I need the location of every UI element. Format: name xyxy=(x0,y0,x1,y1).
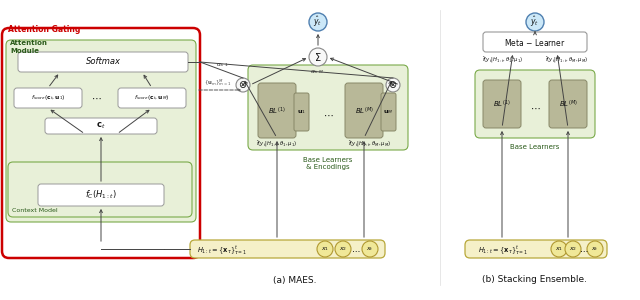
Text: Softmax: Softmax xyxy=(86,58,120,67)
Circle shape xyxy=(309,48,327,66)
FancyBboxPatch shape xyxy=(8,162,192,217)
Text: $\{\mathbf{u}_m\}_{m=1}^M$: $\{\mathbf{u}_m\}_{m=1}^M$ xyxy=(204,78,232,88)
Circle shape xyxy=(309,13,327,31)
Text: $H_{1:t} = \{\mathbf{x}_\tau\}_{\tau=1}^t$: $H_{1:t} = \{\mathbf{x}_\tau\}_{\tau=1}^… xyxy=(197,242,247,256)
FancyBboxPatch shape xyxy=(549,80,587,128)
Circle shape xyxy=(236,78,250,92)
Text: Base Learners: Base Learners xyxy=(510,144,560,150)
FancyBboxPatch shape xyxy=(2,28,200,258)
Text: $BL^{(1)}$: $BL^{(1)}$ xyxy=(493,98,511,110)
Text: $H_{1:t} = \{\mathbf{x}_\tau\}_{\tau=1}^t$: $H_{1:t} = \{\mathbf{x}_\tau\}_{\tau=1}^… xyxy=(478,242,528,256)
Text: Meta $-$ Learner: Meta $-$ Learner xyxy=(504,37,566,47)
FancyBboxPatch shape xyxy=(14,88,82,108)
FancyBboxPatch shape xyxy=(294,93,309,131)
Text: $\hat{y}_t$: $\hat{y}_t$ xyxy=(531,15,540,29)
FancyBboxPatch shape xyxy=(483,80,521,128)
FancyBboxPatch shape xyxy=(483,32,587,52)
Text: Base Learners: Base Learners xyxy=(303,157,353,163)
Circle shape xyxy=(386,78,400,92)
Text: $\hat{f}(y_t|H_{1:t},\theta_1,\mu_1)$: $\hat{f}(y_t|H_{1:t},\theta_1,\mu_1)$ xyxy=(256,139,298,149)
Text: $f_{score}(\mathbf{c}_t, \mathbf{u}_M)$: $f_{score}(\mathbf{c}_t, \mathbf{u}_M)$ xyxy=(134,94,170,103)
Text: Module: Module xyxy=(10,48,39,54)
FancyBboxPatch shape xyxy=(465,240,607,258)
Text: $\alpha_{t,M}$: $\alpha_{t,M}$ xyxy=(310,68,324,76)
Text: $\cdots$: $\cdots$ xyxy=(351,244,361,253)
FancyBboxPatch shape xyxy=(475,70,595,138)
Text: $\hat{f}(y_t|H_{1:t},\theta_M,\mu_M)$: $\hat{f}(y_t|H_{1:t},\theta_M,\mu_M)$ xyxy=(348,139,392,149)
FancyBboxPatch shape xyxy=(258,83,296,138)
Circle shape xyxy=(362,241,378,257)
FancyBboxPatch shape xyxy=(190,240,385,258)
Text: $f_{score}(\mathbf{c}_t, \mathbf{u}_1)$: $f_{score}(\mathbf{c}_t, \mathbf{u}_1)$ xyxy=(31,94,65,103)
FancyBboxPatch shape xyxy=(18,52,188,72)
FancyBboxPatch shape xyxy=(345,83,383,138)
Text: $\Sigma$: $\Sigma$ xyxy=(314,51,322,63)
Circle shape xyxy=(551,241,567,257)
FancyBboxPatch shape xyxy=(38,184,164,206)
Text: $x_2$: $x_2$ xyxy=(569,245,577,253)
Text: $BL^{(M)}$: $BL^{(M)}$ xyxy=(355,105,373,117)
Text: $\hat{f}(y_t|H_{1:t},\theta_M,\mu_M)$: $\hat{f}(y_t|H_{1:t},\theta_M,\mu_M)$ xyxy=(545,55,589,65)
Text: $\mathbf{c}_t$: $\mathbf{c}_t$ xyxy=(96,121,106,131)
Text: $\hat{y}_t$: $\hat{y}_t$ xyxy=(314,15,323,29)
Text: $\otimes$: $\otimes$ xyxy=(388,80,397,91)
Text: $BL^{(1)}$: $BL^{(1)}$ xyxy=(268,105,286,117)
Text: Attention Gating: Attention Gating xyxy=(8,26,81,34)
Circle shape xyxy=(335,241,351,257)
Text: $\hat{f}(y_t|H_{1:t},\theta_1,\mu_1)$: $\hat{f}(y_t|H_{1:t},\theta_1,\mu_1)$ xyxy=(483,55,524,65)
Text: $\cdots$: $\cdots$ xyxy=(91,93,101,103)
Text: $\alpha_{t,1}$: $\alpha_{t,1}$ xyxy=(216,61,228,69)
Text: $x_t$: $x_t$ xyxy=(591,245,599,253)
FancyBboxPatch shape xyxy=(45,118,157,134)
Circle shape xyxy=(526,13,544,31)
Text: (b) Stacking Ensemble.: (b) Stacking Ensemble. xyxy=(483,275,588,284)
FancyBboxPatch shape xyxy=(248,65,408,150)
Text: $f_C(H_{1:t})$: $f_C(H_{1:t})$ xyxy=(85,189,117,201)
Text: $\mathbf{u}_1$: $\mathbf{u}_1$ xyxy=(296,108,305,116)
FancyBboxPatch shape xyxy=(6,40,196,222)
Circle shape xyxy=(587,241,603,257)
Text: Context Model: Context Model xyxy=(12,208,58,212)
Text: $x_t$: $x_t$ xyxy=(366,245,374,253)
Text: $x_1$: $x_1$ xyxy=(321,245,329,253)
Text: & Encodings: & Encodings xyxy=(306,164,350,170)
FancyBboxPatch shape xyxy=(381,93,396,131)
Text: $\cdots$: $\cdots$ xyxy=(323,110,333,120)
Text: (a) MAES.: (a) MAES. xyxy=(273,275,317,284)
Text: $x_1$: $x_1$ xyxy=(555,245,563,253)
Text: $BL^{(M)}$: $BL^{(M)}$ xyxy=(559,98,577,110)
Circle shape xyxy=(317,241,333,257)
Text: $x_2$: $x_2$ xyxy=(339,245,347,253)
Text: $\cdots$: $\cdots$ xyxy=(530,103,540,113)
Text: $\mathbf{u}_M$: $\mathbf{u}_M$ xyxy=(383,108,393,116)
Circle shape xyxy=(565,241,581,257)
Text: Attention: Attention xyxy=(10,40,48,46)
Text: $\cdots$: $\cdots$ xyxy=(579,244,589,253)
FancyBboxPatch shape xyxy=(118,88,186,108)
Text: $\otimes$: $\otimes$ xyxy=(238,80,248,91)
